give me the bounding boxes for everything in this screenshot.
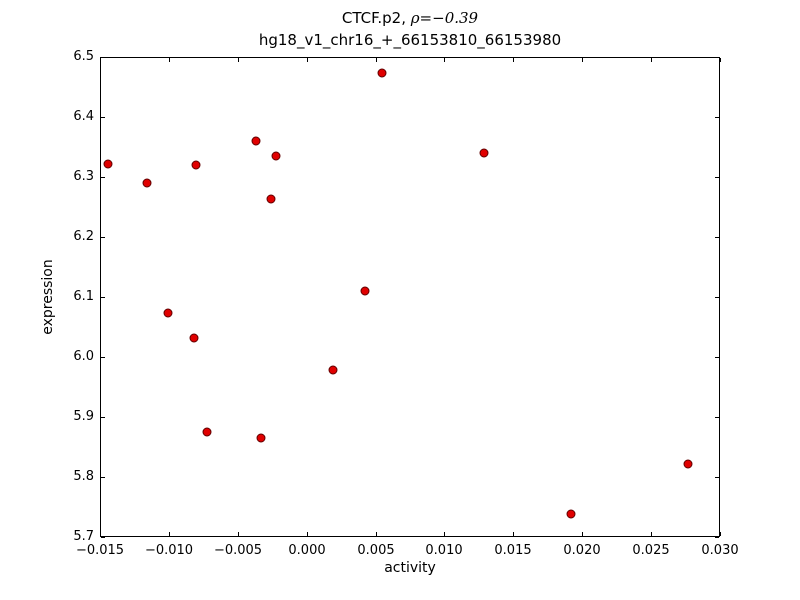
y-tick-label: 6.2 [73, 229, 94, 244]
y-tick-right [715, 177, 719, 178]
plot-area [100, 57, 720, 537]
data-point [142, 178, 152, 188]
x-tick-bottom [376, 532, 377, 536]
y-tick-left [101, 237, 105, 238]
x-tick-top [720, 58, 721, 62]
x-tick-label: 0.020 [563, 543, 601, 558]
chart-title-rho-value: ρ=−0.39 [410, 9, 479, 27]
data-point [256, 433, 266, 443]
y-tick-label: 6.4 [73, 109, 94, 124]
x-tick-bottom [582, 532, 583, 536]
x-tick-label: 0.030 [701, 543, 739, 558]
y-tick-label: 5.9 [73, 409, 94, 424]
data-point [566, 509, 576, 519]
x-tick-top [376, 58, 377, 62]
x-tick-label: 0.010 [425, 543, 463, 558]
y-tick-left [101, 417, 105, 418]
data-point [191, 160, 201, 170]
x-tick-bottom [720, 532, 721, 536]
y-tick-left [101, 297, 105, 298]
x-tick-bottom [169, 532, 170, 536]
y-tick-right [715, 537, 719, 538]
x-tick-top [238, 58, 239, 62]
data-point [163, 308, 172, 318]
x-tick-bottom [307, 532, 308, 536]
y-tick-right [715, 477, 719, 478]
y-tick-label: 5.8 [73, 469, 94, 484]
x-tick-bottom [651, 532, 652, 536]
x-axis-label: activity [384, 560, 436, 576]
y-tick-left [101, 177, 105, 178]
data-point [251, 136, 261, 146]
x-tick-top [513, 58, 514, 62]
data-point [479, 148, 489, 158]
data-point [271, 151, 281, 161]
data-point [103, 159, 113, 169]
x-tick-top [444, 58, 445, 62]
y-tick-right [715, 57, 719, 58]
y-tick-left [101, 57, 105, 58]
chart-title: CTCF.p2, ρ=−0.39 [100, 9, 720, 27]
x-tick-top [651, 58, 652, 62]
y-tick-left [101, 537, 105, 538]
y-tick-label: 6.5 [73, 49, 94, 64]
y-tick-label: 6.1 [73, 289, 94, 304]
x-tick-top [100, 58, 101, 62]
data-point [360, 286, 370, 296]
x-tick-top [169, 58, 170, 62]
y-tick-right [715, 237, 719, 238]
x-tick-label: 0.025 [632, 543, 670, 558]
x-tick-label: −0.015 [75, 543, 125, 558]
x-tick-label: 0.015 [494, 543, 532, 558]
y-tick-label: 5.7 [73, 529, 94, 544]
x-tick-label: −0.005 [213, 543, 263, 558]
data-point [202, 427, 212, 437]
x-tick-bottom [513, 532, 514, 536]
x-tick-top [307, 58, 308, 62]
x-tick-bottom [100, 532, 101, 536]
y-tick-left [101, 117, 105, 118]
x-tick-label: 0.005 [357, 543, 395, 558]
y-tick-left [101, 357, 105, 358]
x-tick-label: 0.000 [288, 543, 326, 558]
x-tick-top [582, 58, 583, 62]
y-tick-right [715, 417, 719, 418]
y-tick-label: 6.3 [73, 169, 94, 184]
data-point [683, 459, 693, 469]
x-tick-label: −0.010 [144, 543, 194, 558]
x-tick-bottom [444, 532, 445, 536]
chart-subtitle: hg18_v1_chr16_+_66153810_66153980 [258, 31, 562, 49]
y-tick-left [101, 477, 105, 478]
data-point [377, 68, 387, 78]
data-point [189, 333, 199, 343]
data-point [328, 365, 338, 375]
chart-title-text: CTCF.p2, [341, 9, 411, 27]
data-point [266, 194, 276, 204]
x-tick-bottom [238, 532, 239, 536]
y-tick-right [715, 117, 719, 118]
y-tick-label: 6.0 [73, 349, 94, 364]
y-tick-right [715, 297, 719, 298]
y-tick-right [715, 357, 719, 358]
